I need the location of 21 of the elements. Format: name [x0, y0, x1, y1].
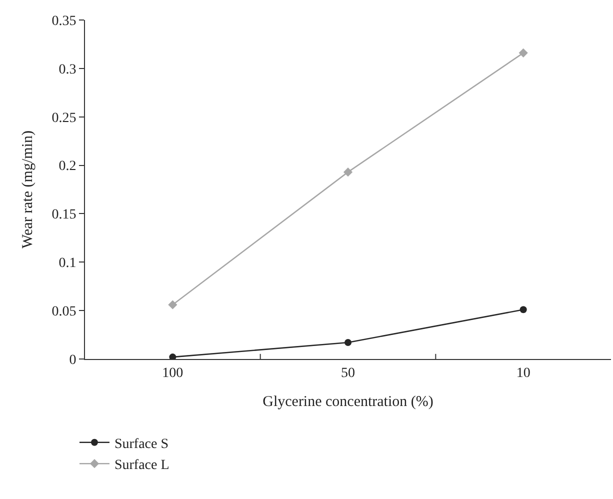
x-tick-label: 100: [162, 366, 184, 381]
y-tick-label: 0.15: [52, 208, 76, 223]
x-tick-label: 10: [516, 366, 530, 381]
point: [168, 300, 178, 310]
point: [169, 354, 176, 359]
y-axis-title: Wear rate (mg/min): [20, 130, 36, 248]
x-axis-title: Glycerine concentration (%): [262, 394, 434, 410]
point: [344, 339, 352, 346]
legend-label: Surface S: [114, 436, 169, 452]
y-tick-label: 0: [69, 352, 76, 368]
y-tick-label: 0.35: [52, 14, 76, 29]
y-tick-label: 0.3: [58, 62, 76, 78]
point: [520, 306, 527, 314]
y-tick-label: 0.05: [52, 304, 76, 320]
legend-label: Surface L: [114, 458, 170, 474]
x-tick-label: 50: [341, 366, 355, 381]
y-tick-label: 0.1: [58, 256, 76, 272]
point: [518, 48, 528, 58]
y-tick-label: 0.25: [52, 110, 76, 126]
y-tick-label: 0.2: [58, 159, 76, 174]
point: [343, 168, 353, 177]
